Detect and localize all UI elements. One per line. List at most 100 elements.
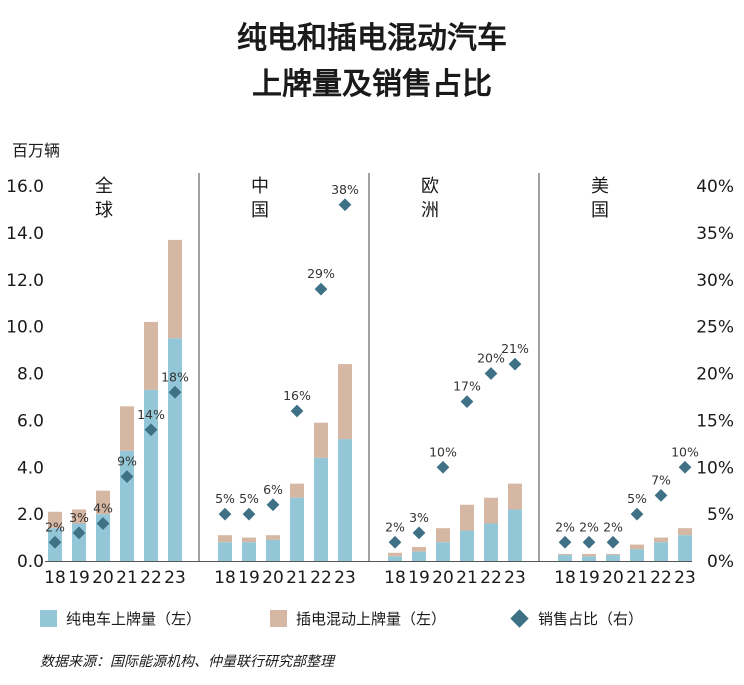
share-marker: [630, 507, 644, 521]
share-marker: [508, 357, 522, 371]
region-name: 全: [95, 176, 113, 197]
source-note: 数据来源：国际能源机构、仲量联行研究部整理: [40, 654, 336, 670]
bev-bar: [606, 555, 620, 561]
phev-bar: [290, 483, 304, 498]
region-name: 洲: [421, 200, 439, 221]
x-tick-label: 19: [238, 568, 260, 588]
share-data-label: 38%: [331, 182, 359, 197]
bev-bar: [678, 535, 692, 561]
y-right-tick-label: 0%: [707, 552, 734, 572]
share-marker: [678, 460, 692, 474]
y-right-tick-label: 35%: [696, 224, 734, 244]
y-left-tick-label: 2.0: [17, 505, 44, 525]
phev-bar: [72, 509, 86, 524]
x-tick-label: 20: [92, 568, 114, 588]
share-data-label: 2%: [385, 519, 405, 534]
phev-bar: [558, 553, 572, 556]
share-marker: [242, 507, 256, 521]
x-tick-label: 22: [650, 568, 672, 588]
legend-swatch-phev: [270, 610, 287, 627]
region-name: 欧: [421, 176, 439, 197]
share-marker: [144, 423, 158, 437]
share-marker: [606, 535, 620, 549]
y-left-tick-label: 8.0: [17, 365, 44, 385]
phev-bar: [144, 321, 158, 390]
share-data-label: 16%: [283, 388, 311, 403]
phev-bar: [460, 504, 474, 531]
region-name: 美: [591, 176, 609, 197]
x-tick-label: 19: [68, 568, 90, 588]
share-data-label: 2%: [45, 519, 65, 534]
legend: 纯电车上牌量（左） 插电混动上牌量（左） 销售占比（右）: [40, 609, 643, 628]
phev-bar: [314, 422, 328, 458]
bev-bar: [484, 523, 498, 561]
x-tick-label: 23: [504, 568, 526, 588]
share-data-label: 5%: [215, 491, 235, 506]
bev-bar: [242, 542, 256, 561]
x-tick-label: 23: [164, 568, 186, 588]
y-left-tick-label: 6.0: [17, 411, 44, 431]
x-tick-label: 20: [262, 568, 284, 588]
share-marker: [338, 198, 352, 212]
x-tick-label: 23: [674, 568, 696, 588]
share-data-label: 2%: [555, 519, 575, 534]
share-marker: [654, 489, 668, 502]
share-data-label: 4%: [93, 501, 113, 516]
share-data-label: 2%: [603, 519, 623, 534]
phev-bar: [96, 490, 110, 515]
x-tick-label: 18: [214, 568, 236, 588]
phev-bar: [606, 553, 620, 556]
plot-area: 0.0 2.0 4.0 6.0 8.0 10.0 12.0 14.0 16.0 0% 5% 10% 15…: [6, 173, 734, 588]
y-left-tick-label: 4.0: [17, 458, 44, 478]
legend-label-share: 销售占比（右）: [538, 610, 643, 628]
share-data-label: 3%: [69, 510, 89, 525]
phev-bar: [654, 537, 668, 543]
share-data-label: 7%: [651, 472, 671, 487]
share-marker: [266, 498, 280, 512]
y-right-tick-label: 15%: [696, 411, 734, 431]
phev-bar: [678, 528, 692, 536]
phev-bar: [168, 239, 182, 339]
x-tick-label: 20: [602, 568, 624, 588]
share-marker: [120, 470, 134, 483]
bev-bar: [218, 542, 232, 561]
x-tick-label: 21: [286, 568, 308, 588]
x-tick-label: 21: [116, 568, 138, 588]
phev-bar: [388, 552, 402, 557]
bev-bar: [144, 389, 158, 561]
phev-bar: [266, 535, 280, 540]
legend-label-phev: 插电混动上牌量（左）: [296, 610, 446, 628]
phev-bar: [412, 546, 426, 552]
share-marker: [582, 535, 596, 549]
share-data-label: 3%: [409, 510, 429, 525]
phev-bar: [48, 511, 62, 529]
bev-bar: [388, 556, 402, 561]
y-right-tick-label: 10%: [696, 458, 734, 478]
x-tick-label: 21: [456, 568, 478, 588]
bev-bar: [460, 530, 474, 561]
region-name: 国: [251, 200, 269, 221]
y-right-tick-label: 25%: [696, 318, 734, 338]
bev-bar: [558, 555, 572, 561]
y-right-tick-label: 40%: [696, 177, 734, 197]
x-tick-label: 23: [334, 568, 356, 588]
bev-bar: [508, 509, 522, 561]
share-marker: [460, 395, 474, 408]
share-data-label: 21%: [501, 341, 529, 356]
y-right-tick-label: 20%: [696, 365, 734, 385]
y-left-tick-label: 12.0: [6, 271, 44, 291]
legend-swatch-bev: [40, 610, 57, 627]
phev-bar: [338, 364, 352, 440]
legend-swatch-share: [510, 609, 529, 628]
region-name: 中: [251, 176, 269, 197]
bev-bar: [314, 457, 328, 561]
y-left-tick-label: 16.0: [6, 177, 44, 197]
share-data-label: 9%: [117, 454, 137, 469]
share-data-label: 14%: [137, 407, 165, 422]
bev-bar: [654, 542, 668, 561]
bev-bar: [266, 539, 280, 561]
phev-bar: [436, 528, 450, 543]
phev-bar: [218, 535, 232, 543]
x-tick-label: 22: [310, 568, 332, 588]
